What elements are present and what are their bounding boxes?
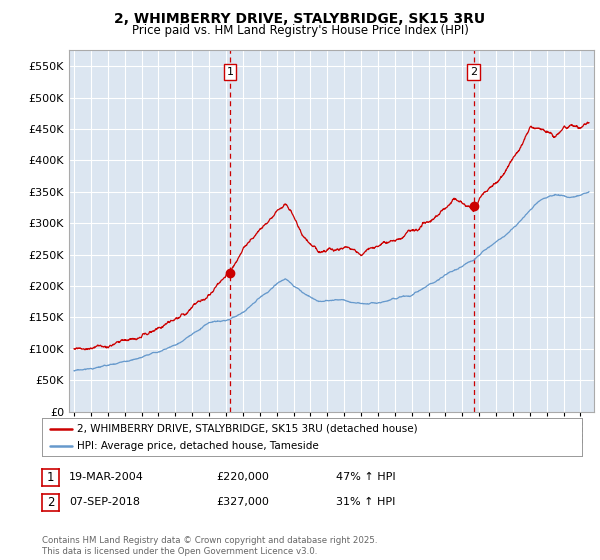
Text: 31% ↑ HPI: 31% ↑ HPI [336,497,395,507]
Text: 07-SEP-2018: 07-SEP-2018 [69,497,140,507]
Text: Price paid vs. HM Land Registry's House Price Index (HPI): Price paid vs. HM Land Registry's House … [131,24,469,36]
Text: 47% ↑ HPI: 47% ↑ HPI [336,472,395,482]
Text: 19-MAR-2004: 19-MAR-2004 [69,472,144,482]
Text: 2: 2 [470,67,477,77]
Text: HPI: Average price, detached house, Tameside: HPI: Average price, detached house, Tame… [77,441,319,451]
Text: 1: 1 [227,67,234,77]
Text: 2: 2 [47,496,54,509]
Text: £327,000: £327,000 [216,497,269,507]
Text: 2, WHIMBERRY DRIVE, STALYBRIDGE, SK15 3RU (detached house): 2, WHIMBERRY DRIVE, STALYBRIDGE, SK15 3R… [77,423,418,433]
Text: Contains HM Land Registry data © Crown copyright and database right 2025.
This d: Contains HM Land Registry data © Crown c… [42,536,377,556]
Text: £220,000: £220,000 [216,472,269,482]
Text: 2, WHIMBERRY DRIVE, STALYBRIDGE, SK15 3RU: 2, WHIMBERRY DRIVE, STALYBRIDGE, SK15 3R… [115,12,485,26]
Text: 1: 1 [47,470,54,484]
